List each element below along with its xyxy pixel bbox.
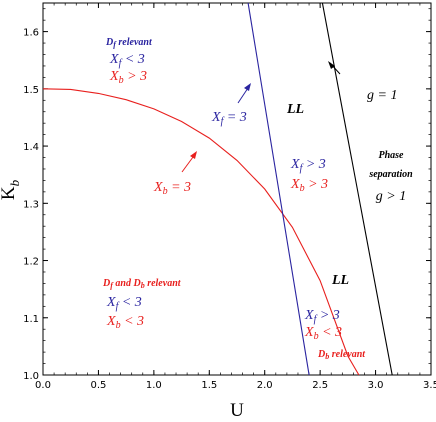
y-axis-title-main: K bbox=[0, 186, 19, 200]
arrow-xf-head bbox=[244, 83, 251, 91]
arrow-g-head bbox=[328, 61, 335, 69]
plot-frame bbox=[42, 2, 432, 376]
label-xb: Xb = 3 bbox=[153, 180, 191, 197]
x-tick-label-2: 1.0 bbox=[146, 380, 162, 391]
label-g: g = 1 bbox=[367, 88, 397, 103]
middle-line2: Xb > 3 bbox=[290, 177, 328, 194]
ll-label-lower: LL bbox=[331, 273, 349, 288]
label-g-group: g = 1 bbox=[328, 61, 397, 103]
x-tick-label-1: 0.5 bbox=[90, 380, 106, 391]
ll-label-upper: LL bbox=[286, 102, 304, 117]
region-lower: Xf > 3 Xb < 3 bbox=[304, 308, 342, 342]
df-relevant-line1: Xf < 3 bbox=[109, 52, 145, 69]
label-xf: Xf = 3 bbox=[211, 110, 247, 127]
region-middle: Xf > 3 Xb > 3 bbox=[290, 157, 328, 194]
series-line-0 bbox=[42, 88, 360, 376]
df-relevant-line2: Xb > 3 bbox=[109, 69, 147, 86]
phase-sep-line3: g > 1 bbox=[376, 189, 406, 204]
phase-sep-line2: separation bbox=[368, 169, 413, 180]
region-both-relevant: Df and Db relevant Xf < 3 Xb < 3 bbox=[102, 278, 182, 331]
y-axis-title-sub: b bbox=[7, 179, 22, 186]
series-line-2 bbox=[321, 2, 393, 376]
region-phase-separation: Phase separation g > 1 bbox=[368, 150, 413, 204]
label-xb-group: Xb = 3 bbox=[153, 151, 197, 197]
phase-sep-line1: Phase bbox=[379, 150, 405, 161]
df-relevant-title: Df relevant bbox=[105, 37, 153, 49]
middle-line1: Xf > 3 bbox=[290, 157, 326, 174]
x-tick-label-3: 1.5 bbox=[201, 380, 217, 391]
series-layer bbox=[42, 2, 393, 376]
lower-line1: Xf > 3 bbox=[304, 308, 340, 325]
x-tick-label-6: 3.0 bbox=[368, 380, 384, 391]
db-relevant-label: Db relevant bbox=[317, 349, 366, 361]
y-tick-label-3: 1.3 bbox=[23, 199, 39, 210]
both-relevant-line1: Xf < 3 bbox=[106, 295, 142, 312]
x-tick-label-7: 3.5 bbox=[423, 380, 436, 391]
y-tick-label-4: 1.4 bbox=[23, 142, 39, 153]
x-tick-label-4: 2.0 bbox=[257, 380, 273, 391]
lower-line2: Xb < 3 bbox=[304, 325, 342, 342]
y-tick-label-2: 1.2 bbox=[23, 257, 39, 268]
y-tick-label-5: 1.5 bbox=[23, 85, 39, 96]
x-tick-label-0: 0.0 bbox=[35, 380, 51, 391]
y-axis-title: Kb bbox=[0, 179, 22, 200]
label-xf-group: Xf = 3 bbox=[211, 83, 251, 127]
region-df-relevant: Df relevant Xf < 3 Xb > 3 bbox=[105, 37, 153, 86]
both-relevant-line2: Xb < 3 bbox=[106, 314, 144, 331]
arrow-xb-head bbox=[190, 151, 197, 159]
x-tick-label-5: 2.5 bbox=[312, 380, 328, 391]
y-tick-label-1: 1.1 bbox=[23, 314, 39, 325]
series-line-1 bbox=[247, 2, 310, 376]
axis-ticks: 0.0 0.5 1.0 1.5 2.0 2.5 3.0 3.5 1.0 1.1 1.2 1.3 1.4 1… bbox=[23, 3, 436, 391]
both-relevant-title: Df and Db relevant bbox=[102, 278, 182, 290]
y-tick-label-6: 1.6 bbox=[23, 28, 39, 39]
y-tick-label-0: 1.0 bbox=[23, 371, 39, 382]
x-axis-title: U bbox=[230, 400, 244, 421]
